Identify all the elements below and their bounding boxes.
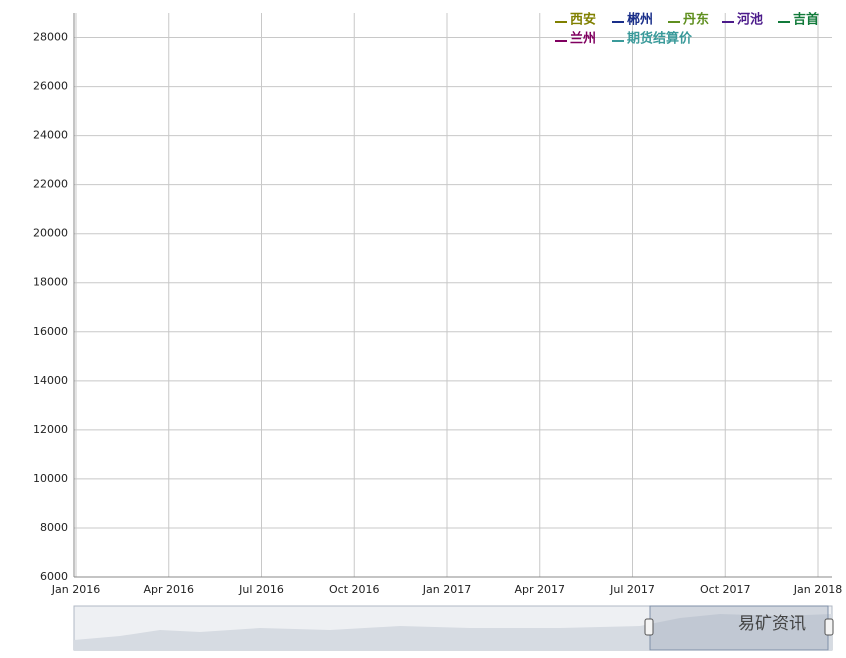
watermark: 易矿资讯 <box>738 614 806 634</box>
y-tick-label: 10000 <box>33 472 68 485</box>
x-tick-label: Jul 2016 <box>238 583 284 596</box>
plot-area <box>74 13 832 577</box>
y-tick-label: 12000 <box>33 423 68 436</box>
y-tick-label: 8000 <box>40 521 68 534</box>
legend-label: 期货结算价 <box>627 31 693 47</box>
y-tick-label: 28000 <box>33 31 68 44</box>
y-tick-label: 24000 <box>33 129 68 142</box>
legend-label: 兰州 <box>570 31 596 47</box>
legend-label: 丹东 <box>683 12 709 28</box>
navigator-area <box>74 614 832 650</box>
plot: 6000 8000 10000 12000 14000 16000 18000 20000 22… <box>33 12 842 597</box>
x-tick-label: Oct 2017 <box>700 583 751 596</box>
navigator-handle[interactable] <box>824 618 834 636</box>
legend-label: 河池 <box>737 12 763 28</box>
navigator-handle[interactable] <box>644 618 654 636</box>
x-tick-label: Jan 2016 <box>51 583 100 596</box>
y-tick-label: 6000 <box>40 570 68 583</box>
y-tick-label: 22000 <box>33 178 68 191</box>
legend-label: 吉首 <box>793 12 819 28</box>
x-tick-label: Apr 2017 <box>514 583 565 596</box>
x-tick-label: Jan 2017 <box>422 583 471 596</box>
navigator: 易矿资讯 <box>73 605 834 651</box>
legend-label: 郴州 <box>627 13 653 28</box>
x-tick-label: Oct 2016 <box>329 583 380 596</box>
y-tick-label: 26000 <box>33 80 68 93</box>
x-tick-label: Jan 2018 <box>793 583 842 596</box>
y-tick-label: 20000 <box>33 227 68 240</box>
y-tick-label: 16000 <box>33 325 68 338</box>
legend-label: 西安 <box>570 12 596 28</box>
x-tick-label: Apr 2016 <box>143 583 194 596</box>
y-tick-label: 14000 <box>33 374 68 387</box>
y-tick-label: 18000 <box>33 276 68 289</box>
x-tick-label: Jul 2017 <box>609 583 655 596</box>
